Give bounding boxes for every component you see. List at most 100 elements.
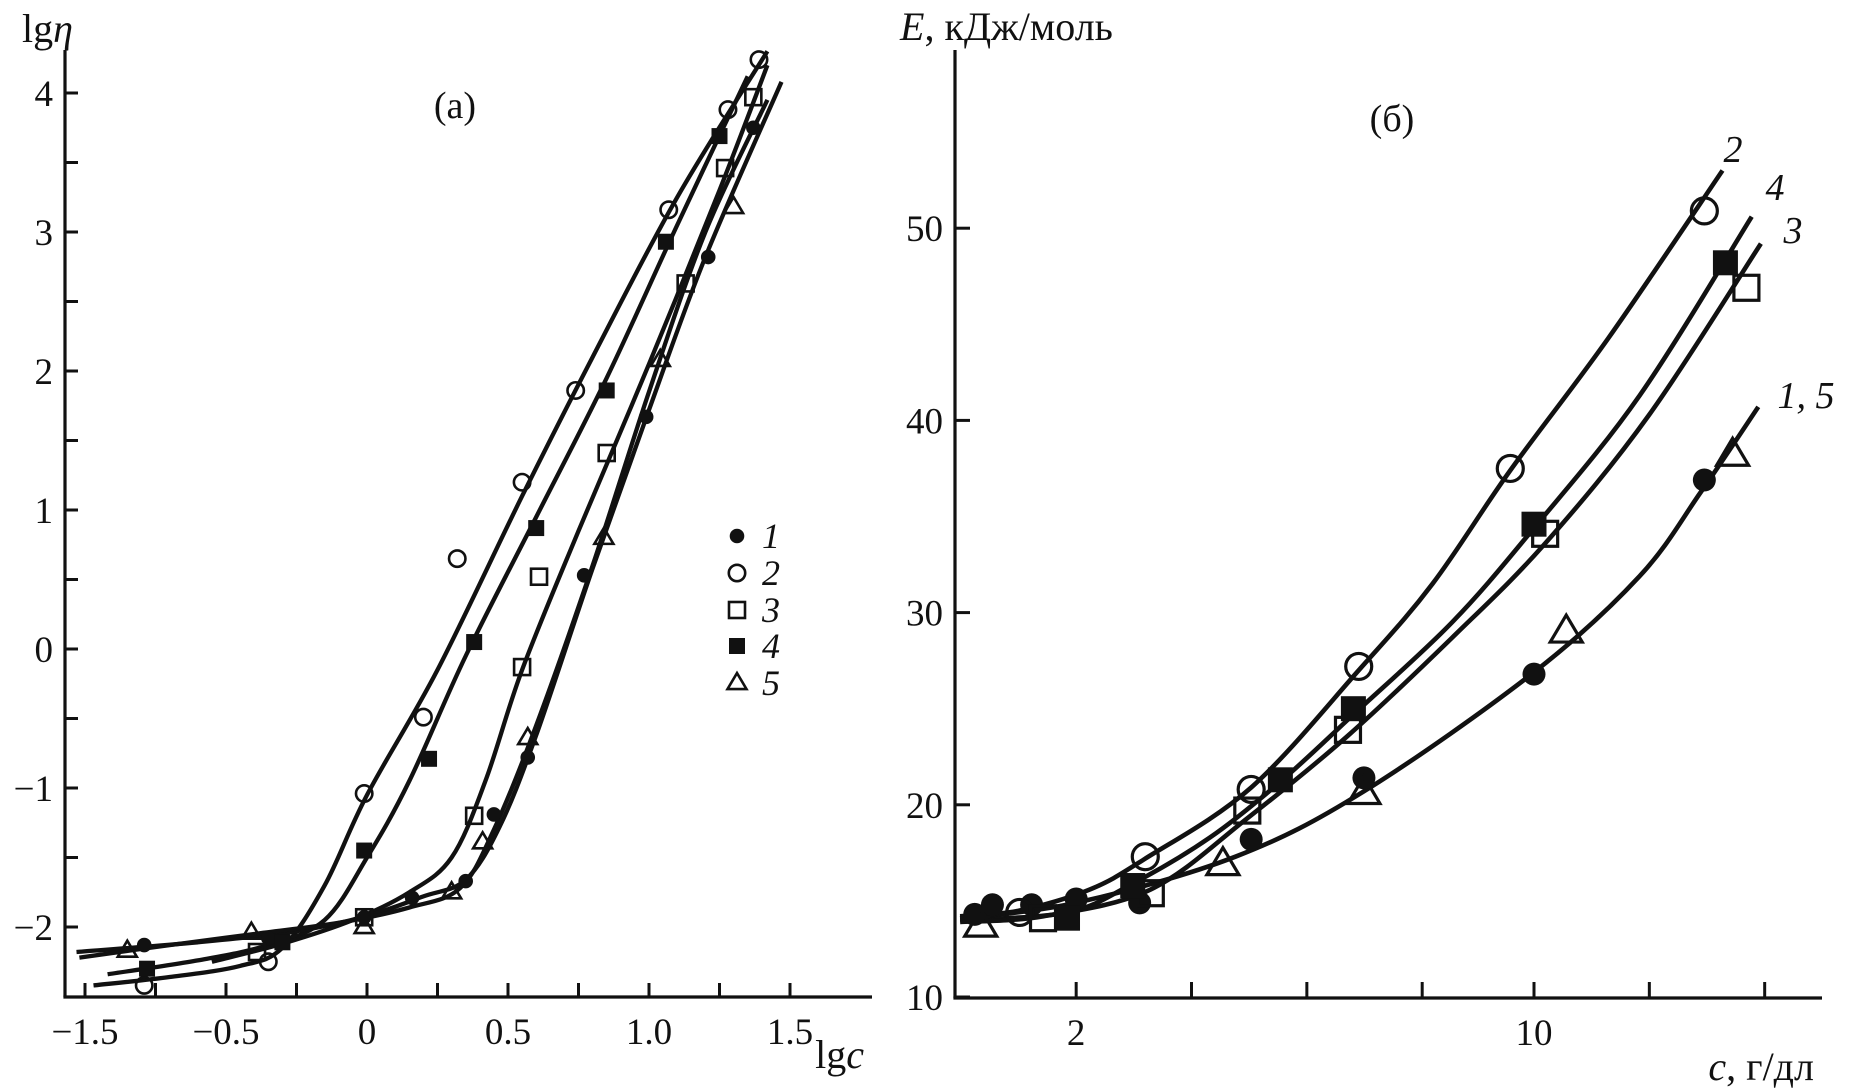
a-series-2-marker: [512, 472, 532, 492]
b-series-5-marker: [1345, 773, 1383, 806]
legend-label-2: 2: [762, 553, 780, 593]
b-series-2-marker: [1495, 453, 1525, 484]
curve-label-3: 3: [1783, 210, 1803, 252]
b-curve-2: [959, 169, 1725, 919]
y-tick-label: 0: [35, 630, 54, 671]
a-series-3: [247, 87, 763, 962]
y-tick-label: 2: [35, 352, 54, 393]
b-series-5-marker: [1547, 611, 1586, 644]
a-series-5-marker: [352, 914, 376, 935]
x-tick-label: −1.5: [51, 1012, 118, 1053]
legend-marker-5: [725, 670, 749, 691]
b-series-4-marker: [1521, 511, 1547, 537]
a-series-1-marker: [486, 807, 502, 822]
a-series-5-marker: [239, 920, 264, 940]
b-series-1: [963, 468, 1716, 926]
y-tick-label: 3: [35, 213, 54, 254]
a-series-2-marker: [566, 380, 586, 400]
legend-marker-4: [729, 638, 745, 654]
a-series-3-marker: [247, 942, 267, 962]
a-series-3-marker: [512, 657, 532, 677]
b-series-1-marker: [1064, 887, 1088, 911]
a-series-4-marker: [139, 960, 156, 977]
b-series-2-marker: [1130, 842, 1160, 872]
a-series-1-marker: [458, 873, 474, 889]
a-series-5-marker: [721, 194, 746, 215]
a-curve-3: [211, 64, 770, 964]
b-curve-3: [959, 242, 1763, 925]
b-series-2-marker: [1005, 897, 1035, 928]
a-curve-5: [79, 98, 770, 960]
a-series-5-marker: [470, 829, 495, 850]
b-series-4-marker: [1712, 250, 1738, 276]
b-series-5-marker: [961, 906, 1000, 938]
b-series-4-marker: [1267, 767, 1293, 793]
a-series-2-marker: [413, 707, 433, 727]
a-series-4-marker: [421, 750, 438, 767]
legend-marker-1: [729, 528, 745, 544]
b-series-2: [1005, 196, 1719, 928]
y-tick-label: 4: [35, 74, 54, 115]
b-curve-4: [959, 215, 1754, 923]
legend-marker-3: [727, 600, 747, 620]
x-tick-label: 0.5: [485, 1012, 531, 1053]
b-series-3: [1028, 273, 1761, 933]
a-series-1-marker: [638, 409, 654, 425]
b-series-4-marker: [1055, 905, 1081, 931]
x-tick-label: −0.5: [192, 1012, 259, 1053]
y-tick-label: 10: [906, 978, 943, 1019]
a-series-4-marker: [598, 382, 615, 399]
a-series-2-marker: [659, 200, 679, 220]
a-series-5-marker: [648, 347, 673, 368]
a-series-4-marker: [711, 128, 728, 145]
x-tick-label: 0: [358, 1012, 377, 1053]
y-tick-label: 40: [906, 401, 943, 442]
a-series-4: [139, 128, 728, 977]
a-series-4-marker: [528, 520, 545, 537]
legend-label-5: 5: [762, 663, 780, 703]
b-series-1-marker: [980, 893, 1004, 917]
a-series-5-marker: [515, 725, 540, 746]
a-series-2-marker: [354, 784, 374, 804]
x-tick-label: 1.0: [626, 1012, 672, 1053]
a-series-3-marker: [354, 907, 374, 927]
panel-title-b: (б): [1370, 98, 1415, 140]
b-series-1-marker: [1522, 662, 1546, 686]
b-series-3-marker: [1732, 273, 1761, 302]
a-series-5: [115, 194, 746, 959]
legend-label-3: 3: [761, 590, 780, 630]
a-curve-4: [107, 75, 750, 977]
y-axis-title-a: lgη: [22, 6, 73, 51]
x-tick-label: 2: [1067, 1013, 1086, 1054]
y-tick-label: −1: [14, 769, 53, 810]
a-series-5-marker: [115, 938, 140, 959]
a-curve-2: [93, 50, 770, 988]
x-tick-label: 10: [1516, 1013, 1553, 1054]
curve-label-2: 2: [1724, 129, 1743, 171]
legend-label-4: 4: [762, 626, 780, 666]
a-series-3-marker: [529, 567, 549, 587]
a-series-2-marker: [258, 952, 278, 972]
curve-label-4: 4: [1766, 167, 1785, 209]
legend-marker-2: [727, 563, 747, 583]
a-series-1-marker: [261, 930, 276, 946]
a-series-1-marker: [746, 120, 761, 136]
y-tick-label: 20: [906, 786, 943, 827]
b-series-5-marker: [1713, 435, 1752, 467]
b-series-4-marker: [1120, 873, 1146, 899]
legend-label-1: 1: [762, 516, 780, 556]
a-series-1-marker: [520, 750, 536, 765]
a-series-5-marker: [592, 525, 616, 546]
b-series-2-marker: [1344, 651, 1374, 682]
b-series-5: [961, 435, 1752, 938]
a-series-2-marker: [718, 100, 738, 120]
a-series-4-marker: [274, 934, 291, 951]
a-series-5-marker: [439, 879, 464, 900]
a-curve-1: [76, 81, 784, 955]
a-series-3-marker: [715, 158, 735, 178]
